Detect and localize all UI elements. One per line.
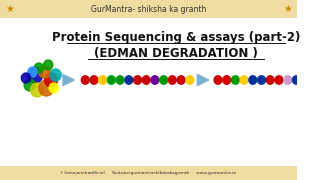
Circle shape [151, 76, 159, 84]
Text: (EDMAN DEGRADATION ): (EDMAN DEGRADATION ) [94, 46, 258, 60]
FancyBboxPatch shape [0, 166, 297, 180]
Circle shape [44, 60, 53, 70]
Circle shape [249, 76, 257, 84]
Circle shape [24, 79, 35, 91]
Circle shape [134, 76, 141, 84]
Circle shape [275, 76, 283, 84]
Circle shape [319, 76, 320, 84]
Circle shape [34, 63, 44, 73]
Circle shape [142, 76, 150, 84]
Circle shape [81, 76, 89, 84]
Circle shape [214, 76, 222, 84]
Circle shape [125, 76, 133, 84]
Circle shape [108, 76, 115, 84]
Circle shape [39, 80, 54, 96]
Circle shape [231, 76, 239, 84]
Circle shape [90, 76, 98, 84]
Circle shape [240, 76, 248, 84]
Circle shape [31, 83, 44, 97]
Circle shape [44, 73, 58, 87]
Circle shape [160, 76, 168, 84]
Circle shape [50, 69, 61, 81]
Circle shape [21, 73, 31, 83]
Circle shape [292, 76, 300, 84]
Circle shape [99, 76, 107, 84]
Text: Protein Sequencing & assays (part-2): Protein Sequencing & assays (part-2) [52, 30, 300, 44]
Circle shape [169, 76, 176, 84]
Text: f /tanejanehaofficial     Youtube/gurmantrashikshakagranth     www.gurmantra.in: f /tanejanehaofficial Youtube/gurmantras… [61, 171, 236, 175]
Text: GurMantra- shiksha ka granth: GurMantra- shiksha ka granth [91, 4, 206, 14]
Circle shape [28, 67, 37, 77]
Circle shape [301, 76, 309, 84]
Circle shape [284, 76, 292, 84]
Circle shape [28, 67, 43, 83]
Text: ★: ★ [5, 4, 14, 14]
Circle shape [258, 76, 265, 84]
Text: ★: ★ [283, 4, 292, 14]
Circle shape [49, 83, 58, 93]
FancyBboxPatch shape [0, 0, 297, 18]
Circle shape [39, 66, 50, 78]
Circle shape [186, 76, 194, 84]
Circle shape [223, 76, 231, 84]
Circle shape [310, 76, 318, 84]
Circle shape [266, 76, 274, 84]
Circle shape [116, 76, 124, 84]
Circle shape [177, 76, 185, 84]
